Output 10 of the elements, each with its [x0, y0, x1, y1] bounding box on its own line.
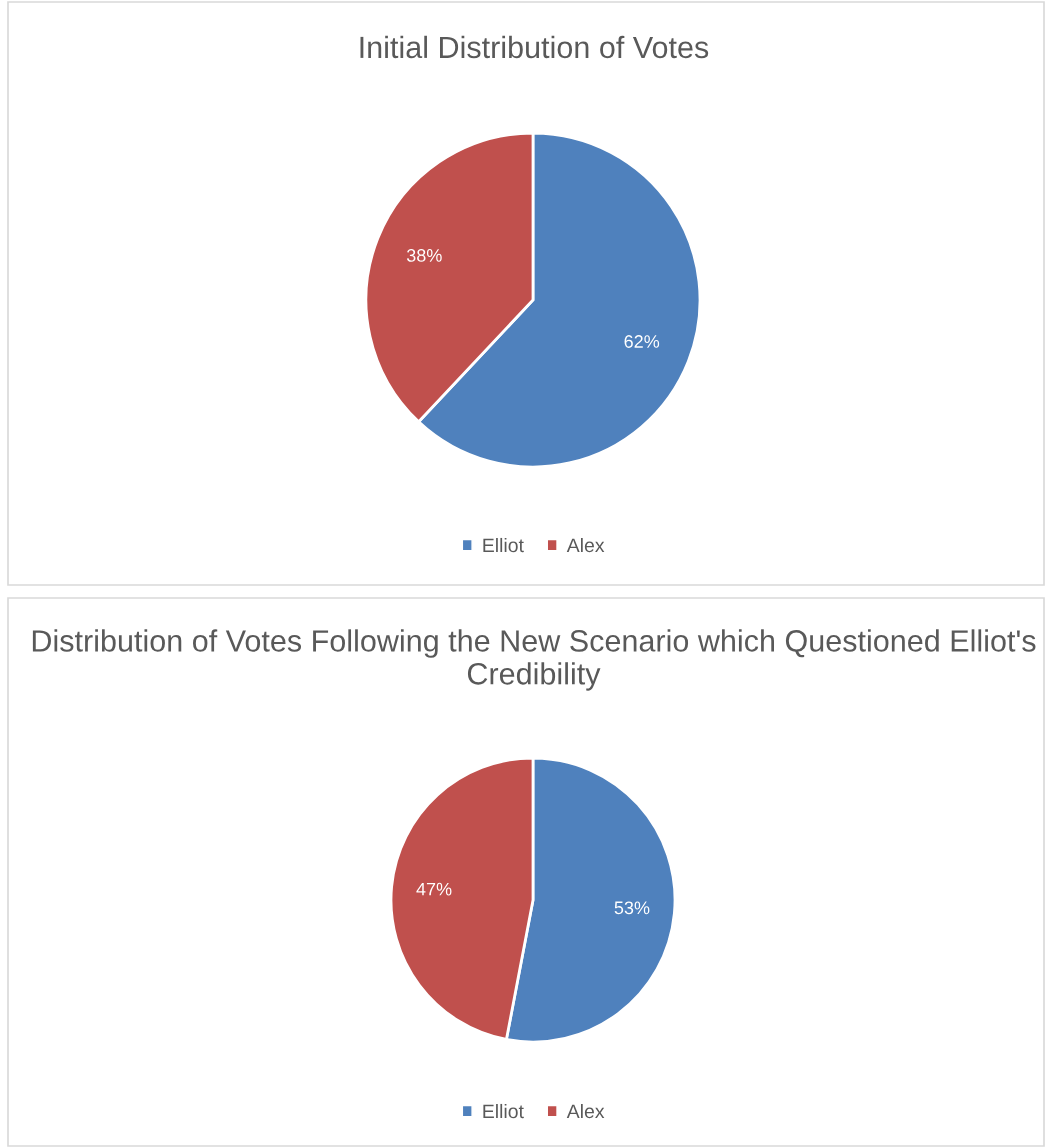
data-label: 47% [416, 882, 452, 896]
chart-title: Distribution of Votes Following the New Scenario which Questioned Elliot's Credibility [32, 629, 1036, 691]
chart-title: Initial Distribution of Votes [360, 35, 709, 59]
legend-label: Elliot [483, 537, 524, 553]
data-label: 38% [406, 249, 442, 262]
data-label: 62% [624, 335, 660, 348]
legend-label: Alex [566, 537, 605, 553]
data-label: 53% [614, 901, 650, 915]
legend-label: Alex [566, 1103, 605, 1119]
legend-label: Elliot [483, 1103, 524, 1119]
